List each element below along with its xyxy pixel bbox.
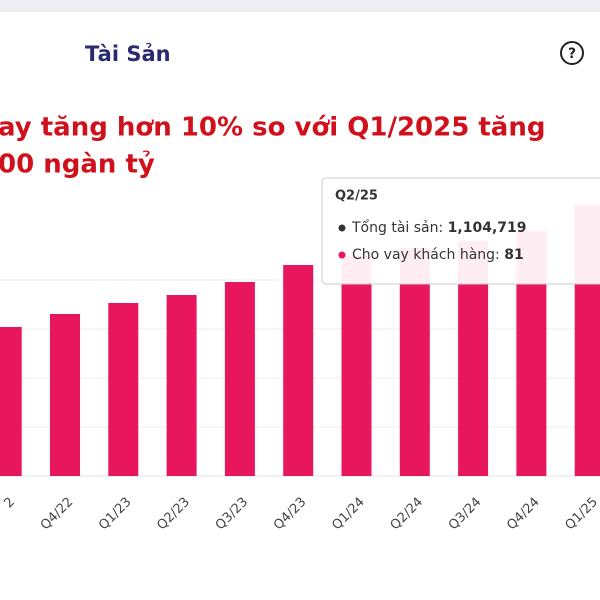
tooltip-title: Q2/25 [335, 189, 378, 204]
x-tick-label: Q1/23 [96, 495, 134, 533]
plot: 2 Q4/22 Q1/23 Q2/23 Q3/23 Q4/23 Q1/24 Q2/24 Q3/2… [0, 205, 600, 533]
headline: ay tăng hơn 10% so với Q1/2025 tăng [0, 113, 545, 143]
x-tick-label: Q2/24 [388, 495, 426, 533]
tooltip-label: Cho vay khách hàng: [352, 247, 504, 263]
card-title: Tài Sản [85, 42, 171, 66]
tooltip-value: 81 [504, 247, 523, 263]
headline: 00 ngàn tỷ [0, 150, 155, 180]
bar [224, 282, 255, 476]
tooltip-row: Tổng tài sản: 1,104,719 [351, 219, 526, 236]
x-tick-label: Q3/23 [213, 495, 251, 533]
tooltip-row: Cho vay khách hàng: 81 [352, 247, 524, 263]
bar [283, 265, 314, 476]
x-tick-label: Q3/24 [446, 495, 484, 533]
bar [341, 256, 372, 476]
x-tick-label: Q4/22 [38, 495, 76, 533]
tooltip-label: Tổng tài sản: [351, 219, 448, 236]
tooltip-value: 1,104,719 [448, 220, 527, 236]
bar [108, 303, 139, 476]
help-icon[interactable] [560, 41, 584, 65]
x-tick-label: Q4/24 [504, 495, 542, 533]
tooltip-bullet [338, 224, 346, 232]
x-tick-label: Q4/23 [271, 495, 309, 533]
tooltip: Q2/25 Tổng tài sản: 1,104,719 Cho vay khá… [321, 177, 600, 285]
tooltip-bullet [338, 251, 346, 259]
bar [166, 295, 197, 476]
x-tick-label: Q2/23 [154, 495, 192, 533]
top-strip [0, 0, 600, 12]
tooltip-box [321, 177, 600, 285]
bar [50, 314, 80, 476]
bar [399, 248, 430, 476]
help-icon-text[interactable]: ? [568, 46, 576, 62]
x-tick-label: 2 [2, 495, 18, 511]
bar [0, 327, 22, 476]
x-tick-label: Q1/25 [563, 495, 600, 533]
x-tick-label: Q1/24 [329, 495, 367, 533]
